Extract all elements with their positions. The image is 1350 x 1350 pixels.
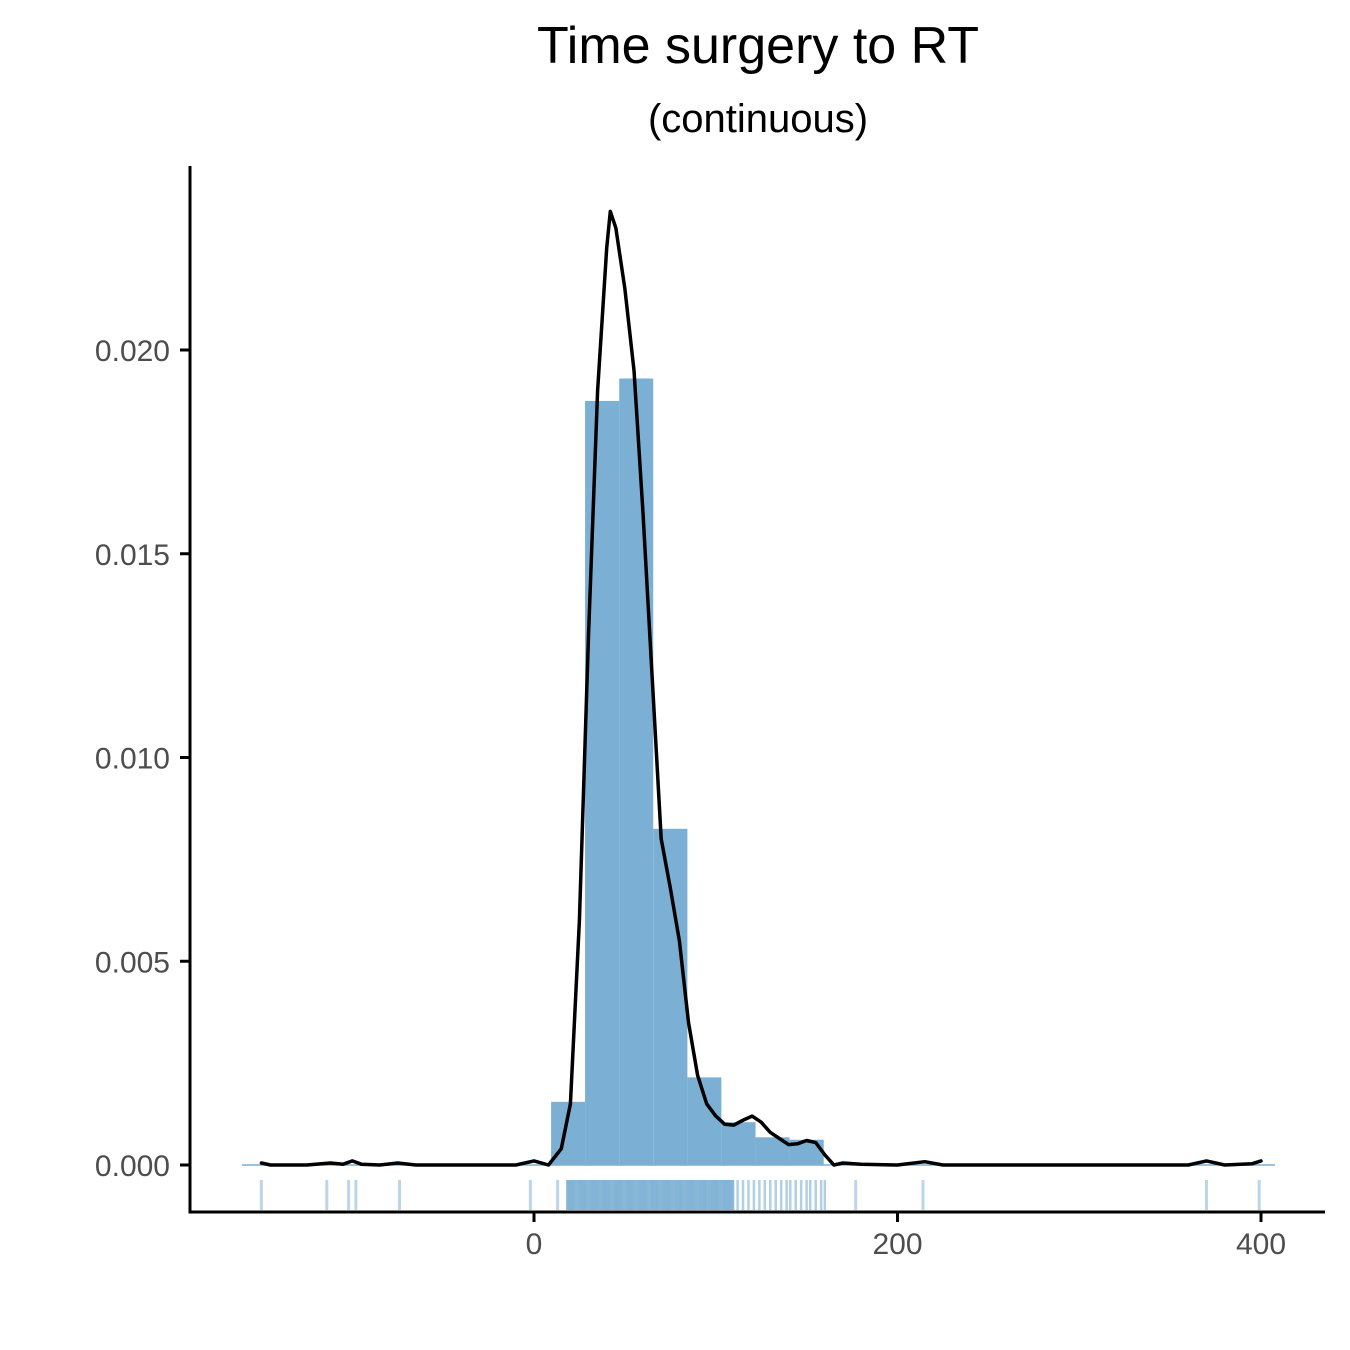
histogram-bar — [619, 378, 654, 1165]
histogram-bar — [721, 1122, 756, 1165]
plot-area: 0.000 0.005 0.010 0.015 0.020 0 200 400 — [95, 166, 1325, 1261]
x-tick-label: 400 — [1236, 1228, 1286, 1261]
density-curve — [259, 209, 1263, 1167]
chart-subtitle: (continuous) — [648, 97, 868, 141]
y-tick-label: 0.010 — [95, 743, 170, 776]
y-tick-label: 0.000 — [95, 1150, 170, 1183]
y-tick-label: 0.015 — [95, 539, 170, 572]
x-tick-label: 200 — [872, 1228, 922, 1261]
chart-title: Time surgery to RT — [537, 17, 979, 75]
histogram-bar — [687, 1077, 722, 1165]
x-tick-label: 0 — [526, 1228, 543, 1261]
y-tick-label: 0.020 — [95, 335, 170, 368]
y-tick-label: 0.005 — [95, 946, 170, 979]
histogram-bar — [585, 400, 620, 1165]
